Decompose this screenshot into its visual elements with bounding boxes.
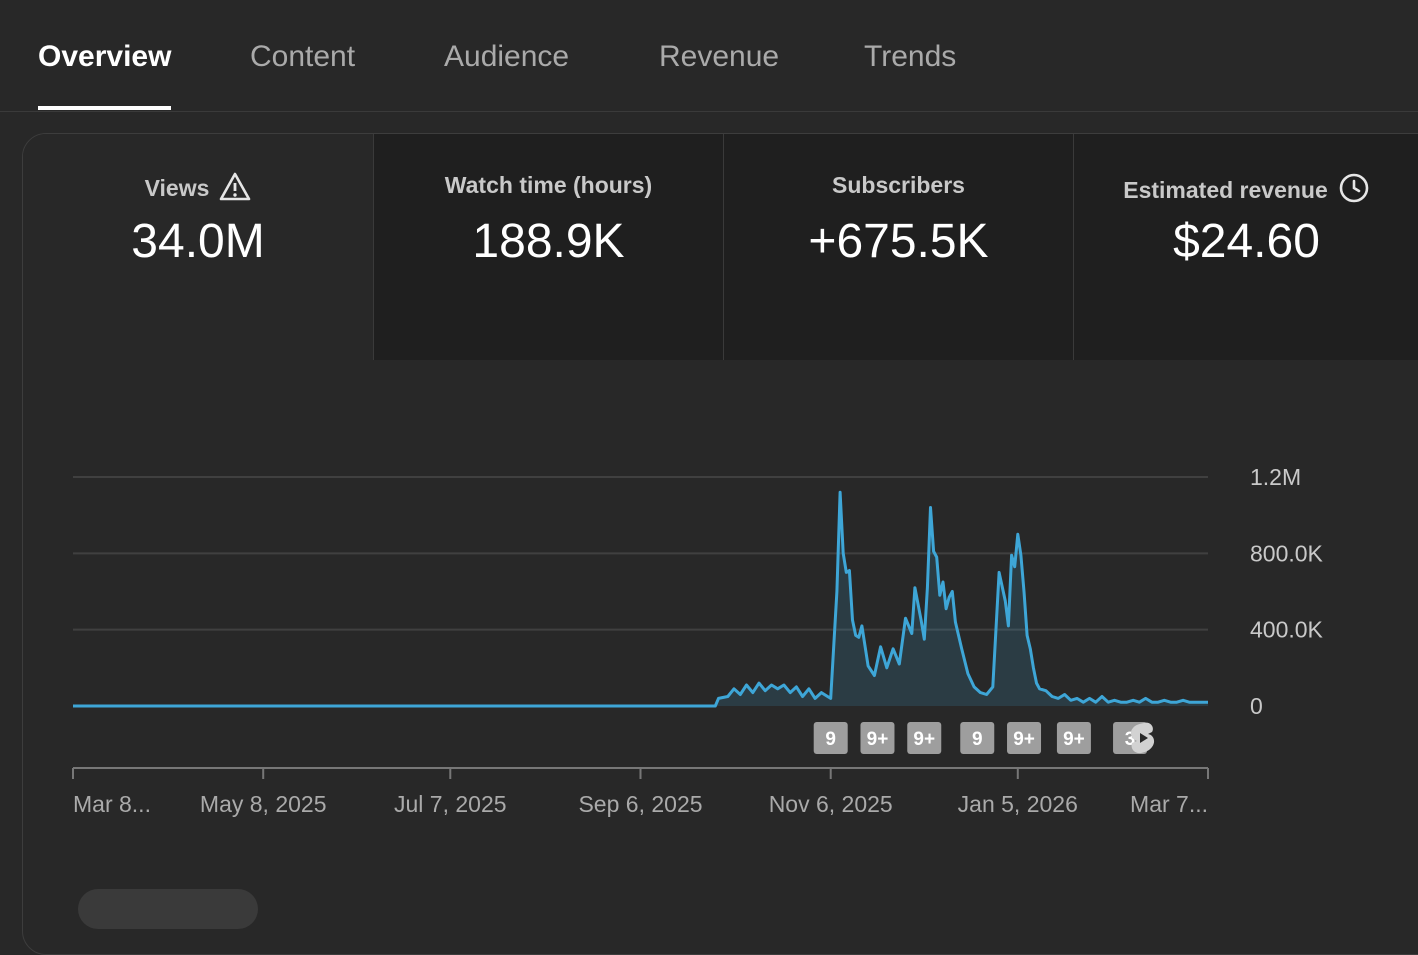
y-tick-label: 400.0K	[1250, 617, 1324, 643]
tab-overview[interactable]: Overview	[38, 40, 172, 110]
x-tick-label: Jan 5, 2026	[958, 791, 1078, 817]
x-tick-label: Mar 8...	[73, 791, 151, 817]
metric-subscribers[interactable]: Subscribers +675.5K	[723, 134, 1073, 360]
upload-badge[interactable]: 9	[813, 722, 848, 754]
badge-label: 9+	[867, 729, 889, 750]
metric-views-label-row: Views	[23, 172, 373, 208]
metric-revenue-label-row: Estimated revenue	[1074, 172, 1418, 210]
warning-icon[interactable]	[219, 172, 251, 208]
metric-revenue-value: $24.60	[1173, 215, 1320, 268]
metric-estimated-revenue[interactable]: Estimated revenue $24.60	[1073, 134, 1418, 360]
x-tick-label: Nov 6, 2025	[769, 791, 893, 817]
upload-badges: 9 9+ 9+ 9 9+ 9+ 3	[813, 722, 1148, 754]
x-tick-label: May 8, 2025	[200, 791, 327, 817]
y-axis-labels: 0 400.0K 800.0K 1.2M	[1250, 464, 1324, 719]
y-tick-label: 800.0K	[1250, 540, 1324, 566]
clock-icon[interactable]	[1338, 172, 1370, 210]
tab-trends[interactable]: Trends	[864, 40, 957, 73]
badge-label: 9+	[1063, 729, 1085, 750]
chart-grid	[73, 476, 1208, 631]
upload-badge[interactable]: 9	[960, 722, 995, 754]
badge-label: 9	[825, 729, 836, 750]
tab-bar: Overview Content Audience Revenue Trends	[0, 0, 1418, 112]
y-tick-label: 0	[1250, 693, 1263, 719]
upload-badge[interactable]: 9+	[1056, 722, 1091, 754]
see-more-button[interactable]	[78, 889, 258, 929]
analytics-card: Views 34.0M Watch time (hours) 188.9K Su…	[22, 133, 1418, 955]
tab-revenue[interactable]: Revenue	[659, 40, 780, 73]
views-area	[715, 492, 1208, 706]
metric-watch-time-label: Watch time (hours)	[444, 172, 653, 198]
x-tick-label: Sep 6, 2025	[578, 791, 702, 817]
views-line[interactable]	[73, 490, 1208, 708]
upload-badge[interactable]: 9+	[860, 722, 895, 754]
metric-watch-time[interactable]: Watch time (hours) 188.9K	[373, 134, 723, 360]
metric-views[interactable]: Views 34.0M	[23, 134, 373, 360]
x-tick-label: Jul 7, 2025	[394, 791, 507, 817]
metric-views-value: 34.0M	[131, 215, 265, 268]
metric-views-label: Views	[144, 175, 210, 201]
badge-label: 9	[972, 729, 983, 750]
x-axis: Mar 8... May 8, 2025 Jul 7, 2025 Sep 6, 202…	[72, 767, 1209, 817]
metric-watch-time-value: 188.9K	[472, 215, 625, 268]
badge-label: 3	[1125, 729, 1136, 750]
shorts-icon[interactable]	[1130, 722, 1155, 754]
badge-label: 9+	[913, 729, 935, 750]
y-tick-label: 1.2M	[1250, 464, 1301, 490]
badge-label: 9+	[1013, 729, 1035, 750]
metric-subscribers-value: +675.5K	[808, 215, 989, 268]
tab-audience[interactable]: Audience	[444, 40, 570, 73]
upload-badge[interactable]: 9+	[1007, 722, 1042, 754]
x-tick-label: Mar 7...	[1130, 791, 1208, 817]
metric-subscribers-label: Subscribers	[832, 172, 965, 198]
upload-badge[interactable]: 9+	[907, 722, 942, 754]
metric-revenue-label: Estimated revenue	[1123, 177, 1328, 203]
tab-content[interactable]: Content	[250, 40, 356, 73]
